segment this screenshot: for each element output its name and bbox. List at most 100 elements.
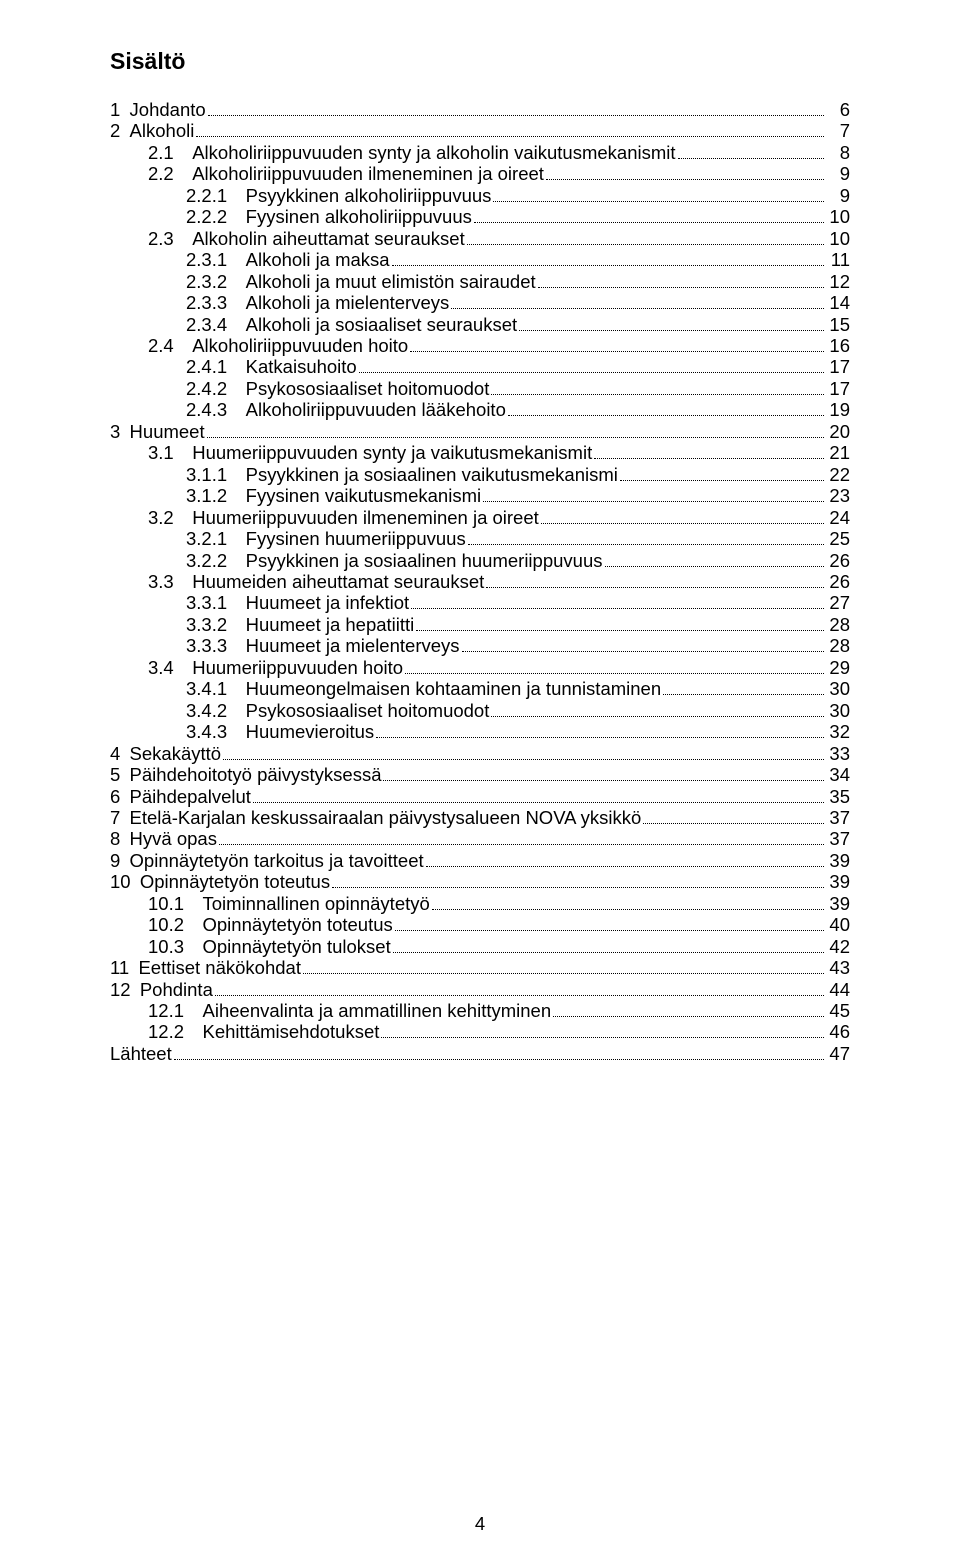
toc-entry-label: 2.4.3 Alkoholiriippuvuuden lääkehoito xyxy=(110,399,506,420)
toc-leader xyxy=(678,143,824,159)
toc-leader xyxy=(468,529,824,545)
toc-entry: 3 Huumeet20 xyxy=(110,421,850,442)
toc-entry-label: 10 Opinnäytetyön toteutus xyxy=(110,871,330,892)
toc-leader xyxy=(486,572,824,588)
toc-entry-page: 42 xyxy=(826,936,850,957)
toc-leader xyxy=(493,186,824,202)
toc-leader xyxy=(196,122,824,138)
toc-entry-label: 10.3 Opinnäytetyön tulokset xyxy=(110,936,391,957)
toc-entry: 8 Hyvä opas 37 xyxy=(110,828,850,849)
toc-entry-page: 10 xyxy=(826,228,850,249)
toc-entry-label: 3.2 Huumeriippuvuuden ilmeneminen ja oir… xyxy=(110,507,539,528)
toc-entry-page: 44 xyxy=(826,979,850,1000)
toc-entry-page: 24 xyxy=(826,507,850,528)
toc-entry-label: 12.2 Kehittämisehdotukset xyxy=(110,1021,379,1042)
toc-entry: 2.3.2 Alkoholi ja muut elimistön sairaud… xyxy=(110,271,850,292)
toc-entry-label: 12.1 Aiheenvalinta ja ammatillinen kehit… xyxy=(110,1000,551,1021)
toc-entry-label: 3.4.3 Huumevieroitus xyxy=(110,721,374,742)
toc-entry: 3.4 Huumeriippuvuuden hoito29 xyxy=(110,657,850,678)
toc-entry: 7 Etelä-Karjalan keskussairaalan päivyst… xyxy=(110,807,850,828)
toc-entry-page: 16 xyxy=(826,335,850,356)
page-number: 4 xyxy=(0,1513,960,1535)
toc-leader xyxy=(467,229,824,245)
toc-entry-page: 28 xyxy=(826,635,850,656)
toc-entry-label: 8 Hyvä opas xyxy=(110,828,217,849)
toc-entry-page: 20 xyxy=(826,421,850,442)
toc-entry-label: 5 Päihdehoitotyö päivystyksessä xyxy=(110,764,381,785)
toc-entry-label: 2.3.1 Alkoholi ja maksa xyxy=(110,249,390,270)
toc-entry-page: 32 xyxy=(826,721,850,742)
toc-entry-page: 39 xyxy=(826,871,850,892)
toc-entry-label: 3.2.2 Psyykkinen ja sosiaalinen huumerii… xyxy=(110,550,603,571)
toc-entry: 3.3 Huumeiden aiheuttamat seuraukset 26 xyxy=(110,571,850,592)
toc-entry: 2.2 Alkoholiriippuvuuden ilmeneminen ja … xyxy=(110,163,850,184)
toc-entry-page: 39 xyxy=(826,850,850,871)
toc-entry-label: 3.1.2 Fyysinen vaikutusmekanismi xyxy=(110,485,481,506)
toc-entry: 3.3.3 Huumeet ja mielenterveys 28 xyxy=(110,635,850,656)
toc-leader xyxy=(541,508,824,524)
toc-leader xyxy=(395,915,824,931)
toc-entry-page: 17 xyxy=(826,356,850,377)
toc-entry: 1 Johdanto 6 xyxy=(110,99,850,120)
toc-entry: 3.2 Huumeriippuvuuden ilmeneminen ja oir… xyxy=(110,507,850,528)
toc-entry-page: 12 xyxy=(826,271,850,292)
toc-entry-label: 10.1 Toiminnallinen opinnäytetyö xyxy=(110,893,430,914)
toc-entry-label: 1 Johdanto xyxy=(110,99,206,120)
toc-entry-label: 3.4.2 Psykososiaaliset hoitomuodot xyxy=(110,700,489,721)
toc-entry-page: 17 xyxy=(826,378,850,399)
toc-leader xyxy=(381,1023,824,1039)
toc-leader xyxy=(643,808,824,824)
toc-entry-label: 3.3.1 Huumeet ja infektiot xyxy=(110,592,409,613)
toc-leader xyxy=(303,958,824,974)
toc-entry-label: 4 Sekakäyttö xyxy=(110,743,221,764)
toc-leader xyxy=(432,894,824,910)
toc-leader xyxy=(383,765,824,781)
toc-entry: 11 Eettiset näkökohdat43 xyxy=(110,957,850,978)
toc-leader xyxy=(253,787,824,803)
toc-entry-label: 3.1 Huumeriippuvuuden synty ja vaikutusm… xyxy=(110,442,592,463)
toc-entry: 12.1 Aiheenvalinta ja ammatillinen kehit… xyxy=(110,1000,850,1021)
toc-entry-page: 30 xyxy=(826,700,850,721)
toc-entry-label: 2.2 Alkoholiriippuvuuden ilmeneminen ja … xyxy=(110,163,544,184)
toc-leader xyxy=(594,443,824,459)
toc-entry-page: 15 xyxy=(826,314,850,335)
toc-entry-label: 7 Etelä-Karjalan keskussairaalan päivyst… xyxy=(110,807,641,828)
toc-entry-page: 37 xyxy=(826,828,850,849)
toc-entry-page: 40 xyxy=(826,914,850,935)
toc-entry-label: 10.2 Opinnäytetyön toteutus xyxy=(110,914,393,935)
toc-entry: 3.3.1 Huumeet ja infektiot27 xyxy=(110,592,850,613)
toc-entry: 2.3.3 Alkoholi ja mielenterveys14 xyxy=(110,292,850,313)
toc-entry-label: 2 Alkoholi xyxy=(110,120,194,141)
toc-entry: 3.2.1 Fyysinen huumeriippuvuus25 xyxy=(110,528,850,549)
toc-entry-label: 3.2.1 Fyysinen huumeriippuvuus xyxy=(110,528,466,549)
toc-entry-page: 34 xyxy=(826,764,850,785)
toc-entry: 2.1 Alkoholiriippuvuuden synty ja alkoho… xyxy=(110,142,850,163)
toc-entry-label: 3.3 Huumeiden aiheuttamat seuraukset xyxy=(110,571,484,592)
toc-entry-page: 21 xyxy=(826,442,850,463)
toc-entry-page: 14 xyxy=(826,292,850,313)
toc-entry-label: 12 Pohdinta xyxy=(110,979,213,1000)
toc-entry-page: 9 xyxy=(826,163,850,184)
toc-entry-page: 39 xyxy=(826,893,850,914)
toc-entry-label: 2.1 Alkoholiriippuvuuden synty ja alkoho… xyxy=(110,142,676,163)
toc-entry-label: 3.1.1 Psyykkinen ja sosiaalinen vaikutus… xyxy=(110,464,618,485)
toc-entry-page: 8 xyxy=(826,142,850,163)
toc-entry-label: 9 Opinnäytetyön tarkoitus ja tavoitteet xyxy=(110,850,424,871)
toc-entry-page: 11 xyxy=(826,249,850,270)
toc-entry: 2.2.2 Fyysinen alkoholiriippuvuus10 xyxy=(110,206,850,227)
toc-entry: 2.3.1 Alkoholi ja maksa 11 xyxy=(110,249,850,270)
toc-entry: 3.1.2 Fyysinen vaikutusmekanismi23 xyxy=(110,485,850,506)
toc-entry-label: 3.3.3 Huumeet ja mielenterveys xyxy=(110,635,460,656)
toc-leader xyxy=(223,744,824,760)
toc-entry: 10.1 Toiminnallinen opinnäytetyö 39 xyxy=(110,893,850,914)
toc-leader xyxy=(451,293,824,309)
toc-entry-page: 6 xyxy=(826,99,850,120)
toc-entry-label: 3.4.1 Huumeongelmaisen kohtaaminen ja tu… xyxy=(110,678,661,699)
toc-entry: 2.4.3 Alkoholiriippuvuuden lääkehoito19 xyxy=(110,399,850,420)
toc-leader xyxy=(462,637,824,653)
toc-leader xyxy=(483,486,824,502)
toc-leader xyxy=(605,551,825,567)
toc-entry-page: 26 xyxy=(826,571,850,592)
toc-entry-label: 2.4.1 Katkaisuhoito xyxy=(110,356,357,377)
toc-entry: 2.3 Alkoholin aiheuttamat seuraukset10 xyxy=(110,228,850,249)
